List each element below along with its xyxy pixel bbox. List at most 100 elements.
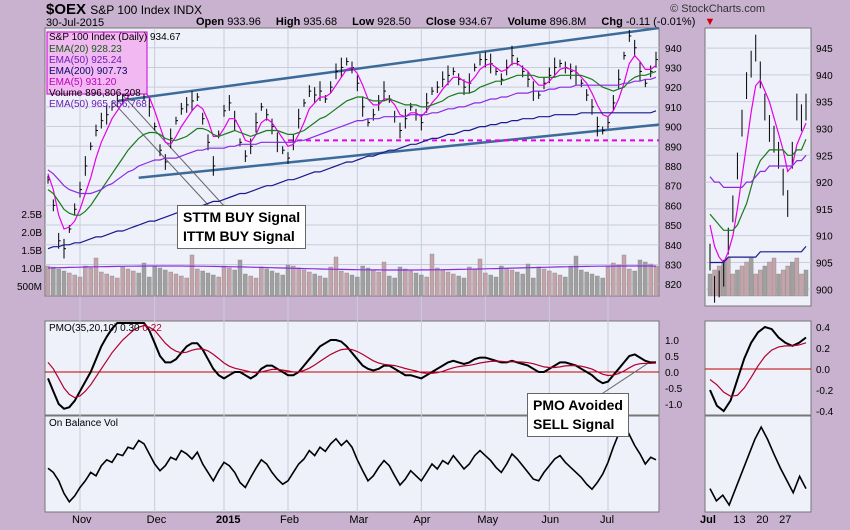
volume-bar [301,269,307,297]
inset-chart: 900 905 910 915 920 925 930 935 940 945 Jul 13 20 27 0… [700,34,834,526]
pmo-legend: PMO(35,20,10) 0.30 0.22 [49,323,162,334]
volume-bar [568,265,573,297]
inset-pmo-tick: 0.4 [816,323,830,334]
copyright[interactable]: © StockCharts.com [670,3,765,15]
volume-bar [264,268,269,297]
volume-bar [648,263,653,297]
inset-pmo-tick: -0.4 [816,407,834,418]
inset-obv-line [709,425,807,507]
pmo-tick-label: 0.5 [665,352,679,363]
volume-bar [461,277,467,297]
volume-bar [200,270,205,297]
price-tick-label: 910 [665,103,682,114]
volume-bar [184,277,189,297]
volume-bar [584,271,589,297]
volume-bar [227,267,232,297]
open-value: 933.96 [227,16,261,28]
month-tick-label: Apr [413,514,430,526]
inset-volume-bar [730,273,736,297]
price-tick-label: 860 [665,201,682,212]
volume-bar [88,267,93,297]
volume-bar [317,275,323,297]
volume-label: Volume [507,16,547,28]
low-value: 928.50 [377,16,411,28]
volume-bar [205,272,211,297]
price-tick-label: 830 [665,260,682,271]
month-tick-label: May [477,514,498,526]
inset-x-tick: Jul [700,514,716,526]
inset-volume-bar [758,269,763,297]
legend-volume-ema: EMA(50) 965,866,768 [49,99,147,110]
volume-bar [488,274,493,297]
price-tick-label: 900 [665,123,682,134]
volume-bar [536,266,541,297]
volume-bar [243,273,248,297]
inset-volume-bar [753,273,758,297]
price-legend: S&P 100 Index (Daily) 934.67 EMA(20) 928… [46,31,181,110]
inset-volume-bar [776,273,781,297]
inset-ema-line [709,154,807,188]
volume-bar [349,274,355,297]
month-tick-label: Jul [600,514,614,526]
inset-pmo-tick: -0.2 [816,386,834,397]
volume-bar [637,259,643,297]
ema-line [47,54,657,230]
volume-bar [547,270,552,297]
volume-bar [344,272,349,297]
volume-bar [515,271,520,297]
price-tick-label: 870 [665,182,682,193]
volume-bar [483,272,488,297]
volume-bar [109,275,115,297]
inset-volume-bar [790,261,795,297]
volume-bar [525,263,531,297]
inset-pmo-tick: 0.2 [816,344,830,355]
price-tick-label: 920 [665,83,682,94]
inset-tick-label: 930 [816,124,833,135]
pmo-tick-label: 1.0 [665,336,679,347]
volume-bar [552,272,557,297]
volume-bar [72,274,77,297]
volume-bar [429,253,435,297]
volume-bar [195,268,200,297]
volume-bar [285,264,291,297]
volume-bar [328,266,333,297]
volume-bar [435,267,440,297]
volume-bar [77,276,83,297]
upper-trendline [117,26,660,103]
volume-bar [365,267,371,297]
volume-bar [67,272,72,297]
volume-bar [93,257,99,297]
sell-signal-label: SELL Signal [533,416,615,432]
price-tick-label: 930 [665,63,682,74]
month-tick-label: Nov [72,514,92,526]
volume-bar [403,268,408,297]
volume-bar [499,265,504,297]
quote-date: 30-Jul-2015 [46,17,105,29]
volume-bar [424,276,429,297]
legend-obv: On Balance Vol [49,418,118,429]
inset-ema-line [709,138,807,231]
volume-bar [557,274,563,297]
volume-bar [173,273,179,297]
pmo-line [47,322,656,410]
inset-volume-bar [762,265,768,297]
ticker-subtitle: S&P 100 Index INDX [90,3,203,17]
volume-bar [237,259,243,297]
volume-tick-label: 2.0B [21,228,42,239]
inset-x-tick: 20 [756,514,768,526]
volume-bar [376,271,381,297]
volume-bar [163,269,168,297]
month-tick-label: Dec [147,514,167,526]
volume-bar [451,273,456,297]
volume-bar [419,274,424,297]
sttm-buy-label: STTM BUY Signal [183,209,301,225]
inset-volume-bar [803,269,809,297]
volume-bar [125,268,131,297]
inset-pmo-line [709,325,807,413]
inset-volume-bar [771,257,777,297]
close-value: 934.67 [458,16,493,28]
volume-bar [371,269,376,297]
volume-bar [248,275,253,297]
legend-volume: Volume 896,806,208 [49,88,141,99]
inset-x-tick: 27 [779,514,791,526]
